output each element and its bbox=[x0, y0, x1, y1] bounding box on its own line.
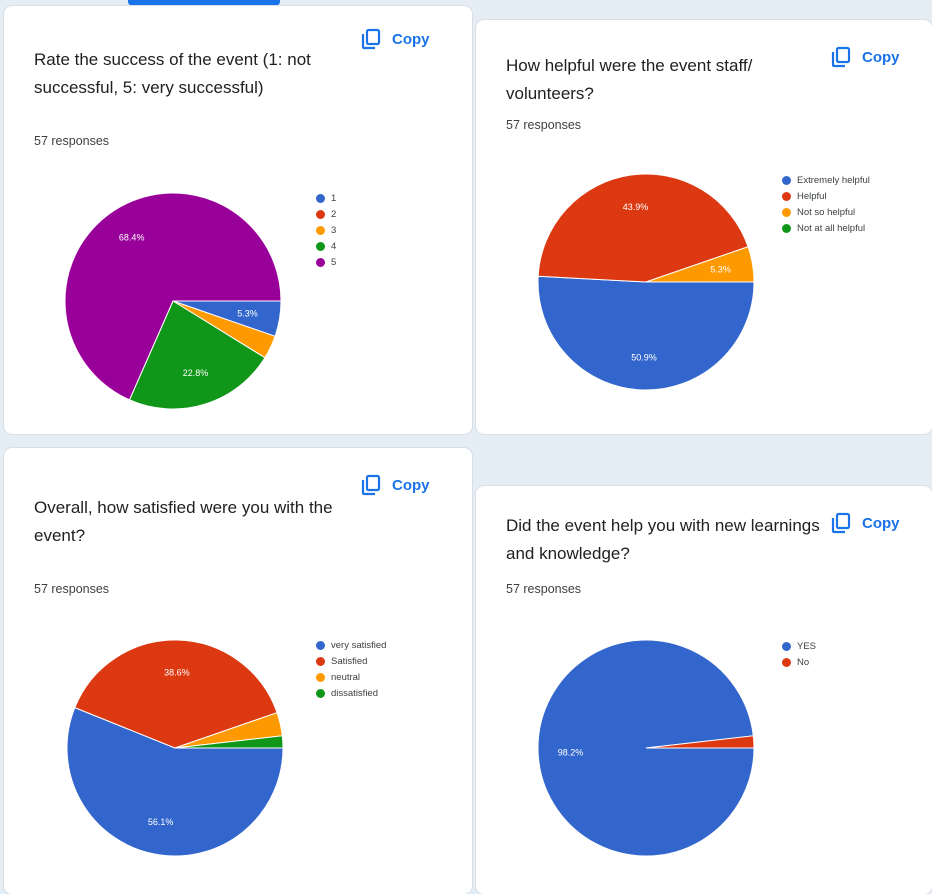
pie-chart: 50.9% 43.9% 5.3% bbox=[537, 173, 755, 391]
legend-label: No bbox=[797, 656, 810, 668]
slice-label: 56.1% bbox=[148, 817, 174, 827]
legend-label: neutral bbox=[331, 671, 361, 683]
legend-item[interactable]: Not so helpful bbox=[782, 205, 870, 219]
legend-swatch bbox=[316, 209, 325, 219]
pie-slice-dissatisfied[interactable] bbox=[174, 735, 284, 749]
legend-label: 5 bbox=[331, 256, 337, 268]
legend-swatch bbox=[316, 656, 325, 666]
legend-swatch bbox=[316, 193, 325, 203]
legend-swatch bbox=[316, 257, 325, 267]
legend-label: Not so helpful bbox=[797, 206, 856, 218]
copy-button[interactable]: Copy bbox=[360, 474, 430, 496]
question-title: Did the event help you with new learning… bbox=[506, 516, 820, 563]
legend-label: 4 bbox=[331, 240, 337, 252]
legend-label: YES bbox=[797, 640, 817, 652]
question-card-satisfaction: Overall, how satisfied were you with the… bbox=[4, 448, 472, 894]
pie-slice-satisfied[interactable] bbox=[74, 639, 278, 749]
response-count: 57 responses bbox=[34, 134, 110, 148]
slice-label: 5.3% bbox=[710, 264, 731, 274]
copy-label: Copy bbox=[862, 48, 900, 66]
legend-item[interactable]: No bbox=[782, 655, 816, 669]
legend-label: Helpful bbox=[797, 190, 827, 202]
response-count: 57 responses bbox=[506, 582, 582, 596]
legend-swatch bbox=[316, 672, 325, 682]
chart-legend: very satisfied Satisfied neutral dissatisfi… bbox=[316, 638, 386, 702]
legend-swatch bbox=[316, 640, 325, 650]
legend-swatch bbox=[782, 175, 791, 185]
active-tab-indicator bbox=[128, 0, 280, 5]
pie-slice-not-so-helpful[interactable] bbox=[645, 246, 755, 283]
question-card-staff-helpfulness: How helpful were the event staff/ volunt… bbox=[476, 20, 932, 434]
legend-item[interactable]: 2 bbox=[316, 207, 336, 221]
legend-swatch bbox=[782, 191, 791, 201]
pie-slice-5[interactable] bbox=[64, 192, 282, 401]
legend-swatch bbox=[782, 207, 791, 217]
copy-icon bbox=[831, 512, 851, 534]
copy-icon bbox=[831, 46, 851, 68]
pie-slice-extremely-helpful[interactable] bbox=[537, 275, 755, 391]
legend-swatch bbox=[782, 223, 791, 233]
legend-swatch bbox=[782, 641, 791, 651]
legend-item[interactable]: very satisfied bbox=[316, 638, 386, 652]
legend-label: 3 bbox=[331, 224, 337, 236]
legend-swatch bbox=[316, 688, 325, 698]
pie-chart: 98.2% bbox=[537, 639, 755, 857]
legend-item[interactable]: Not at all helpful bbox=[782, 221, 870, 235]
legend-item[interactable]: 1 bbox=[316, 191, 336, 205]
legend-swatch bbox=[316, 225, 325, 235]
legend-label: dissatisfied bbox=[331, 687, 378, 699]
pie-chart: 56.1% 38.6% bbox=[66, 639, 284, 857]
legend-label: Extremely helpful bbox=[797, 174, 870, 186]
slice-label: 43.9% bbox=[623, 202, 649, 212]
copy-button[interactable]: Copy bbox=[360, 28, 430, 50]
legend-label: very satisfied bbox=[331, 639, 387, 651]
legend-label: 2 bbox=[331, 208, 337, 220]
slice-label: 68.4% bbox=[119, 233, 145, 243]
copy-label: Copy bbox=[392, 30, 430, 48]
question-card-success: Rate the success of the event (1: not su… bbox=[4, 6, 472, 434]
copy-icon bbox=[361, 474, 381, 496]
legend-item[interactable]: Satisfied bbox=[316, 654, 386, 668]
chart-legend: YES No bbox=[782, 639, 816, 671]
pie-slice-4[interactable] bbox=[128, 300, 266, 410]
legend-item[interactable]: neutral bbox=[316, 670, 386, 684]
legend-item[interactable]: YES bbox=[782, 639, 816, 653]
legend-label: 1 bbox=[331, 192, 337, 204]
slice-label: 50.9% bbox=[631, 353, 657, 363]
question-title: Rate the success of the event (1: not su… bbox=[34, 50, 311, 97]
pie-slice-no[interactable] bbox=[645, 735, 755, 749]
slice-label: 5.3% bbox=[237, 309, 258, 319]
pie-chart: 5.3% 22.8% 68.4% bbox=[64, 192, 282, 410]
question-card-learning: Did the event help you with new learning… bbox=[476, 486, 932, 894]
slice-label: 38.6% bbox=[164, 667, 190, 677]
chart-legend: Extremely helpful Helpful Not so helpful No… bbox=[782, 173, 870, 237]
copy-button[interactable]: Copy bbox=[830, 46, 900, 68]
legend-item[interactable]: dissatisfied bbox=[316, 686, 386, 700]
pie-slice-helpful[interactable] bbox=[537, 173, 749, 283]
copy-label: Copy bbox=[392, 476, 430, 494]
copy-button[interactable]: Copy bbox=[830, 512, 900, 534]
copy-label: Copy bbox=[862, 514, 900, 532]
response-count: 57 responses bbox=[34, 582, 110, 596]
legend-label: Not at all helpful bbox=[797, 222, 866, 234]
slice-label: 22.8% bbox=[183, 368, 209, 378]
copy-icon bbox=[361, 28, 381, 50]
response-count: 57 responses bbox=[506, 118, 582, 132]
chart-legend: 1 2 3 4 5 bbox=[316, 191, 336, 271]
question-title: How helpful were the event staff/ volunt… bbox=[506, 56, 753, 103]
pie-slice-very-satisfied[interactable] bbox=[66, 706, 284, 857]
question-title: Overall, how satisfied were you with the… bbox=[34, 498, 333, 545]
legend-item[interactable]: 3 bbox=[316, 223, 336, 237]
legend-item[interactable]: Extremely helpful bbox=[782, 173, 870, 187]
legend-swatch bbox=[316, 241, 325, 251]
legend-item[interactable]: 5 bbox=[316, 255, 336, 269]
legend-swatch bbox=[782, 657, 791, 667]
legend-item[interactable]: Helpful bbox=[782, 189, 870, 203]
legend-item[interactable]: 4 bbox=[316, 239, 336, 253]
legend-label: Satisfied bbox=[331, 655, 368, 667]
slice-label: 98.2% bbox=[558, 747, 584, 757]
